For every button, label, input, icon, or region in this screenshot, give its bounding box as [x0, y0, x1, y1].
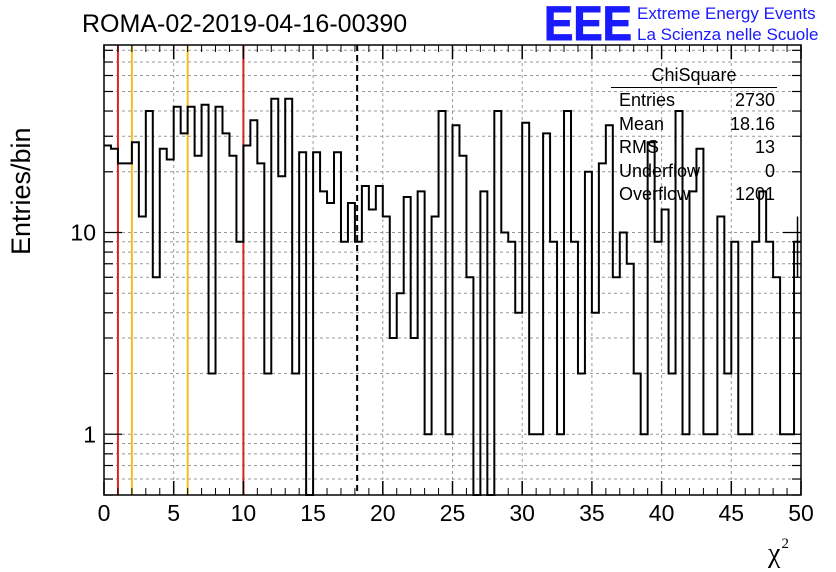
eee-logo: EEE: [544, 2, 633, 44]
x-tick-label: 45: [719, 500, 745, 526]
stats-label: Underflow: [619, 160, 701, 181]
org-line-1: Extreme Energy Events: [637, 4, 816, 23]
stats-box: ChiSquare Entries 2730 Mean 18.16 RMS 13 Un…: [611, 64, 777, 207]
stats-value: 13: [754, 137, 775, 157]
x-tick-label: 30: [509, 500, 535, 526]
stats-label: Overflow: [619, 184, 691, 204]
stats-value: 18.16: [729, 113, 775, 134]
y-tick-label: 10: [70, 220, 96, 246]
x-tick-label: 0: [98, 500, 111, 526]
histogram-series-line: [104, 97, 801, 496]
org-line-2: La Scienza nelle Scuole: [637, 25, 819, 44]
x-tick-label: 15: [300, 500, 326, 526]
stats-row-rms: RMS 13: [611, 136, 777, 160]
stats-value: 2730: [734, 90, 775, 110]
y-axis-label-wrap: Entries/bin: [6, 127, 46, 255]
stats-row-overflow: Overflow 1201: [611, 183, 777, 207]
stats-label: Entries: [619, 90, 676, 110]
stats-row-underflow: Underflow 0: [611, 160, 777, 184]
x-axis-label-text: χ: [768, 538, 781, 569]
stats-title: ChiSquare: [611, 64, 777, 88]
stats-label: Mean: [619, 113, 665, 134]
x-tick-label: 50: [788, 500, 814, 526]
x-tick-label: 20: [370, 500, 396, 526]
org-name: Extreme Energy Events La Scienza nelle S…: [637, 3, 818, 45]
y-tick-label: 1: [83, 421, 96, 447]
x-tick-label: 40: [649, 500, 675, 526]
stats-value: 0: [764, 160, 775, 181]
x-tick-label: 25: [440, 500, 466, 526]
chart-title: ROMA-02-2019-04-16-00390: [82, 10, 408, 38]
stats-row-mean: Mean 18.16: [611, 113, 777, 137]
logo-text: EEE: [544, 2, 632, 44]
x-axis-label: χ2: [768, 536, 789, 570]
stats-row-entries: Entries 2730: [611, 89, 777, 113]
x-tick-label: 5: [167, 500, 180, 526]
stats-label: RMS: [619, 137, 659, 157]
x-tick-label: 10: [231, 500, 257, 526]
x-tick-label: 35: [579, 500, 605, 526]
y-axis-label: Entries/bin: [6, 127, 36, 255]
stats-value: 1201: [734, 184, 775, 204]
x-axis-label-superscript: 2: [781, 536, 789, 552]
